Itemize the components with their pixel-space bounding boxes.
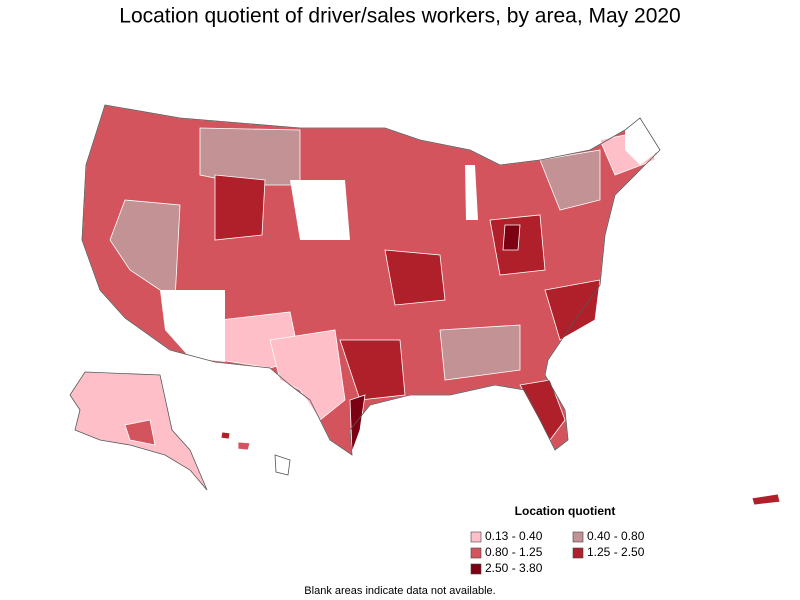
region xyxy=(544,279,601,341)
footnote: Blank areas indicate data not available. xyxy=(304,585,495,597)
region xyxy=(109,199,181,301)
region xyxy=(751,493,781,506)
legend-label: 2.50 - 3.80 xyxy=(485,561,543,575)
legend-swatch xyxy=(470,563,482,575)
blank-area xyxy=(625,115,660,165)
legend-label: 1.25 - 2.50 xyxy=(587,545,645,559)
blank-area xyxy=(290,180,350,240)
hawaii xyxy=(220,431,291,476)
region xyxy=(502,224,521,251)
legend: Location quotient 0.13 - 0.40 0.40 - 0.80… xyxy=(470,504,645,575)
region xyxy=(439,324,521,381)
blank-area xyxy=(465,165,478,220)
legend-label: 0.80 - 1.25 xyxy=(485,545,543,559)
region xyxy=(339,339,406,401)
legend-title: Location quotient xyxy=(515,504,616,518)
region xyxy=(214,174,266,241)
region xyxy=(124,419,156,446)
region xyxy=(539,149,601,211)
border xyxy=(81,104,661,456)
legend-label: 0.40 - 0.80 xyxy=(587,529,645,543)
legend-swatch xyxy=(470,531,482,543)
legend-swatch xyxy=(470,547,482,559)
map-title: Location quotient of driver/sales worker… xyxy=(119,5,680,28)
blank-area xyxy=(274,454,291,476)
region xyxy=(220,431,231,440)
region xyxy=(384,249,446,306)
blank-area xyxy=(160,290,225,362)
contiguous-us xyxy=(81,104,661,456)
border xyxy=(69,371,208,491)
region xyxy=(237,441,251,451)
legend-swatch xyxy=(572,547,584,559)
legend-label: 0.13 - 0.40 xyxy=(485,529,543,543)
region xyxy=(349,394,366,453)
alaska xyxy=(69,371,208,491)
region xyxy=(269,329,346,421)
region xyxy=(519,379,566,441)
legend-swatch xyxy=(572,531,584,543)
region xyxy=(199,127,301,186)
puerto-rico xyxy=(751,493,781,506)
